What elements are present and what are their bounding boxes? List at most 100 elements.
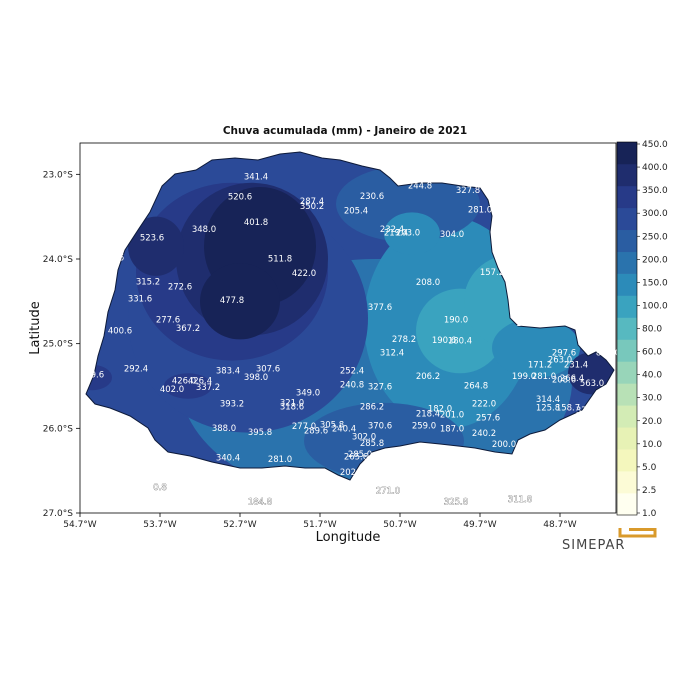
station-value-74: 205.4 <box>344 206 368 216</box>
station-value-64: 190.6 <box>432 336 456 346</box>
station-value-75: 287.4 <box>300 197 324 207</box>
colorbar-segment-15 <box>617 163 637 187</box>
colorbar-segment-0 <box>617 493 637 516</box>
outside-station-value-0: 0.8 <box>153 483 167 493</box>
rainfall-region-15 <box>164 373 212 399</box>
x-tick-label-0: 54.7°W <box>63 520 97 530</box>
station-value-28: 318.6 <box>280 403 304 413</box>
station-value-19: 426.4 <box>188 376 212 386</box>
station-value-70: 327.8 <box>456 186 480 196</box>
station-value-12: 422.0 <box>292 269 316 279</box>
station-value-91: 158.7 <box>556 404 580 414</box>
station-value-3: 401.8 <box>244 218 268 228</box>
x-tick-label-6: 48.7°W <box>543 520 577 530</box>
rainfall-region-6 <box>336 165 480 243</box>
rainfall-region-16 <box>568 352 614 395</box>
station-value-82: 281.0 <box>532 372 556 382</box>
x-axis-label: Longitude <box>316 530 381 545</box>
y-tick-label-2: 25.0°S <box>43 340 74 350</box>
station-value-38: 240.8 <box>340 381 364 391</box>
station-value-22: 383.4 <box>216 366 240 376</box>
x-tick-label-1: 53.7°W <box>143 520 177 530</box>
station-value-56: 257.6 <box>476 414 500 424</box>
station-value-68: 304.0 <box>440 230 464 240</box>
station-value-41: 370.6 <box>368 421 392 431</box>
station-value-90: 125.8 <box>536 404 560 414</box>
station-value-48: 278.2 <box>392 335 416 345</box>
colorbar-segment-6 <box>617 361 637 384</box>
rainfall-region-12 <box>200 263 280 340</box>
station-value-81: 199.0 <box>512 372 536 382</box>
station-value-86: 563.0 <box>580 379 604 389</box>
station-value-6: 318.6 <box>100 254 124 264</box>
rainfall-region-4 <box>492 318 580 378</box>
station-value-23: 307.6 <box>256 365 280 375</box>
map-title: Chuva acumulada (mm) - Janeiro de 2021 <box>223 125 467 137</box>
station-value-72: 244.8 <box>408 182 432 192</box>
colorbar-segment-14 <box>617 185 637 209</box>
outside-station-value-1: 184.8 <box>248 498 272 508</box>
station-value-66: 171.2 <box>516 319 540 329</box>
station-value-18: 426.0 <box>172 376 196 386</box>
station-value-27: 321.0 <box>280 398 304 408</box>
station-value-29: 388.0 <box>212 424 236 434</box>
station-value-45: 265.6 <box>344 453 368 463</box>
colorbar-segment-2 <box>617 449 637 472</box>
station-value-89: 314.4 <box>536 395 560 405</box>
station-value-87: 297.6 <box>552 349 576 359</box>
station-value-33: 305.8 <box>320 420 344 430</box>
station-value-8: 272.6 <box>168 282 192 292</box>
colorbar-label-9: 100.0 <box>642 301 668 311</box>
station-value-7: 315.2 <box>136 277 160 287</box>
station-value-32: 289.6 <box>304 426 328 436</box>
colorbar-segment-3 <box>617 427 637 450</box>
colorbar-label-4: 20.0 <box>642 417 662 427</box>
colorbar-segment-5 <box>617 383 637 406</box>
station-value-54: 218.4 <box>416 409 440 419</box>
station-value-67: 157.2 <box>480 268 504 278</box>
colorbar-label-10: 150.0 <box>642 278 668 288</box>
station-value-42: 302.0 <box>352 432 376 442</box>
colorbar-label-14: 350.0 <box>642 186 668 196</box>
station-value-63: 190.0 <box>444 315 468 325</box>
station-value-37: 252.4 <box>340 366 364 376</box>
colorbar-segment-16 <box>617 142 637 165</box>
colorbar-label-8: 80.0 <box>642 325 662 335</box>
station-value-36: 281.0 <box>268 455 292 465</box>
station-value-62: 208.0 <box>416 278 440 288</box>
station-value-65: 180.4 <box>448 337 472 347</box>
colorbar-segment-8 <box>617 317 637 340</box>
station-value-58: 187.0 <box>440 425 464 435</box>
station-value-44: 285.0 <box>348 450 372 460</box>
station-value-84: 266.4 <box>560 374 584 384</box>
station-value-69: 281.0 <box>468 205 492 215</box>
y-tick-label-1: 24.0°S <box>43 255 74 265</box>
station-value-2: 520.6 <box>228 193 252 203</box>
station-value-77: 232.4 <box>380 225 404 235</box>
x-tick-label-2: 52.7°W <box>223 520 257 530</box>
y-tick-label-0: 23.0°S <box>43 170 74 180</box>
station-value-53: 182.0 <box>428 404 452 414</box>
x-tick-label-5: 49.7°W <box>463 520 497 530</box>
y-tick-label-4: 27.0°S <box>43 509 74 519</box>
station-value-14: 367.2 <box>176 324 200 334</box>
station-value-83: 208.6 <box>552 376 576 386</box>
station-value-35: 340.4 <box>216 454 240 464</box>
station-value-78: 203.0 <box>396 228 420 238</box>
station-value-60: 200.0 <box>492 440 516 450</box>
colorbar-segment-4 <box>617 405 637 428</box>
x-tick-label-4: 50.7°W <box>383 520 417 530</box>
station-value-30: 395.8 <box>248 428 272 438</box>
y-axis-label: Latitude <box>28 301 43 355</box>
colorbar-segment-10 <box>617 273 637 296</box>
rainfall-region-7 <box>384 212 440 255</box>
station-value-1: 341.4 <box>244 172 268 182</box>
colorbar-segment-1 <box>617 471 637 494</box>
simepar-logo: SIMEPAR <box>562 528 657 553</box>
station-value-13: 277.6 <box>156 315 180 325</box>
station-value-61: 8.0 <box>433 453 447 463</box>
colorbar-label-6: 40.0 <box>642 371 662 381</box>
station-value-79: 219.4 <box>384 228 408 238</box>
colorbar-label-2: 5.0 <box>642 463 657 473</box>
